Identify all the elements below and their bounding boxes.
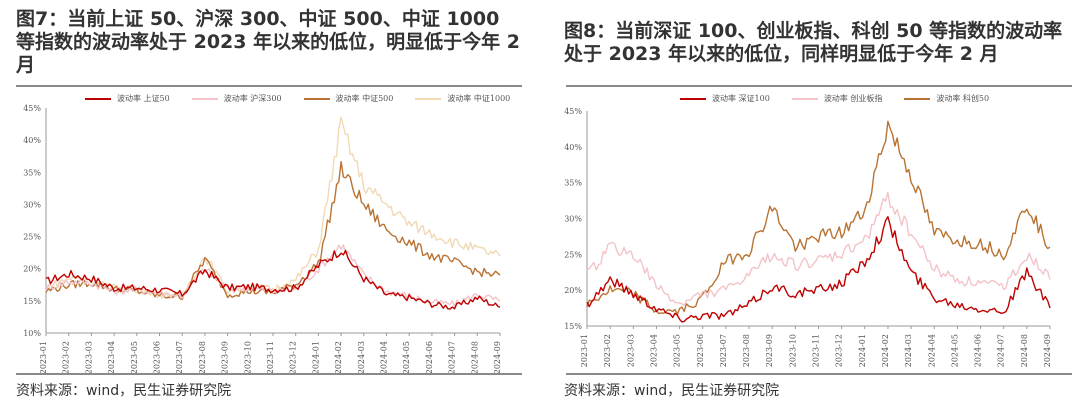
x-tick-label: 2024-02 xyxy=(881,334,890,367)
left-chart-legend: 波动率 上证50 波动率 沪深300 波动率 中证500 波动率 中证1000 xyxy=(85,93,532,104)
x-tick-label: 2023-02 xyxy=(603,334,612,367)
series-line xyxy=(45,116,501,299)
x-tick-label: 2024-05 xyxy=(402,341,411,374)
legend-swatch xyxy=(791,97,818,100)
left-chart-title: 图7：当前上证 50、沪深 300、中证 500、中证 1000 等指数的波动率… xyxy=(16,8,520,76)
x-tick-label: 2023-11 xyxy=(266,341,275,374)
x-tick-label: 2024-02 xyxy=(334,341,343,374)
y-tick-label: 40% xyxy=(564,143,582,152)
legend-swatch xyxy=(191,97,218,100)
right-source-divider xyxy=(566,373,1072,375)
x-tick-label: 2023-05 xyxy=(130,341,139,374)
x-tick-label: 2023-08 xyxy=(198,341,207,374)
y-tick-label: 20% xyxy=(564,286,582,295)
x-tick-label: 2023-01 xyxy=(580,334,589,367)
left-source-divider xyxy=(16,373,522,375)
y-tick-label: 35% xyxy=(564,179,582,188)
legend-label: 波动率 上证50 xyxy=(117,94,170,103)
legend-swatch xyxy=(904,97,931,100)
right-chart-panel: 图8：当前深证 100、创业板指、科创 50 等指数的波动率处于 2023 年以… xyxy=(550,0,1080,413)
x-tick-label: 2024-05 xyxy=(950,334,959,367)
y-tick-label: 25% xyxy=(23,233,41,242)
x-tick-label: 2023-02 xyxy=(62,341,71,374)
right-line-chart: 15% 20% 25% 30% 35% 40% 45% 2023-01 2023-02 2023-… xyxy=(564,107,1052,367)
x-tick-label: 2023-01 xyxy=(39,341,48,374)
x-tick-label: 2023-07 xyxy=(719,334,728,367)
legend-entry: 波动率 中证500 xyxy=(303,93,394,104)
legend-entry: 波动率 沪深300 xyxy=(191,93,282,104)
y-tick-label: 10% xyxy=(23,329,41,338)
x-tick-label: 2024-06 xyxy=(425,341,434,374)
x-tick-label: 2024-04 xyxy=(927,334,936,367)
legend-label: 波动率 中证500 xyxy=(335,94,394,103)
x-tick-label: 2023-10 xyxy=(243,341,252,374)
legend-entry: 波动率 科创50 xyxy=(904,93,989,104)
x-tick-label: 2023-03 xyxy=(84,341,93,374)
x-tick-label: 2023-07 xyxy=(175,341,184,374)
x-tick-label: 2024-01 xyxy=(858,334,867,367)
x-tick-label: 2023-03 xyxy=(626,334,635,367)
x-tick-label: 2024-07 xyxy=(997,334,1006,367)
legend-entry: 波动率 深证100 xyxy=(680,93,770,104)
x-tick-label: 2023-09 xyxy=(765,334,774,367)
x-tick-label: 2023-05 xyxy=(673,334,682,367)
legend-entry: 波动率 上证50 xyxy=(85,93,170,104)
right-chart-legend: 波动率 深证100 波动率 创业板指 波动率 科创50 xyxy=(680,93,1011,104)
legend-swatch xyxy=(415,97,442,100)
y-tick-label: 15% xyxy=(23,297,41,306)
legend-label: 波动率 中证1000 xyxy=(447,94,511,103)
x-tick-label: 2024-08 xyxy=(1020,334,1029,367)
legend-swatch xyxy=(303,97,330,100)
y-tick-label: 30% xyxy=(564,215,582,224)
x-tick-label: 2023-12 xyxy=(289,341,298,374)
y-tick-label: 40% xyxy=(23,136,41,145)
x-tick-label: 2023-12 xyxy=(835,334,844,367)
legend-entry: 波动率 创业板指 xyxy=(791,93,883,104)
x-tick-label: 2023-11 xyxy=(812,334,821,367)
x-tick-label: 2023-10 xyxy=(788,334,797,367)
x-tick-label: 2024-03 xyxy=(904,334,913,367)
left-title-divider xyxy=(16,85,522,87)
legend-label: 波动率 沪深300 xyxy=(223,94,282,103)
y-tick-label: 30% xyxy=(23,200,41,209)
y-tick-label: 25% xyxy=(564,250,582,259)
series-line xyxy=(586,216,1051,323)
x-tick-label: 2023-06 xyxy=(696,334,705,367)
left-chart-panel: 图7：当前上证 50、沪深 300、中证 500、中证 1000 等指数的波动率… xyxy=(0,0,530,413)
left-chart-source: 资料来源：wind，民生证券研究院 xyxy=(16,383,232,399)
x-tick-label: 2023-04 xyxy=(649,334,658,367)
legend-label: 波动率 深证100 xyxy=(712,94,770,103)
x-tick-label: 2024-06 xyxy=(974,334,983,367)
x-tick-label: 2024-09 xyxy=(493,341,502,374)
series-line xyxy=(45,249,501,310)
legend-swatch xyxy=(680,97,706,100)
series-line xyxy=(586,120,1051,316)
series-line xyxy=(586,191,1051,307)
y-tick-label: 45% xyxy=(23,104,41,113)
y-tick-label: 45% xyxy=(564,107,582,116)
x-tick-label: 2023-06 xyxy=(153,341,162,374)
x-tick-label: 2024-01 xyxy=(311,341,320,374)
x-tick-label: 2024-07 xyxy=(448,341,457,374)
right-chart-source: 资料来源：wind，民生证券研究院 xyxy=(564,383,780,399)
legend-entry: 波动率 中证1000 xyxy=(415,93,510,104)
y-tick-label: 35% xyxy=(23,168,41,177)
legend-swatch xyxy=(85,97,111,100)
x-tick-label: 2024-08 xyxy=(470,341,479,374)
x-tick-label: 2023-04 xyxy=(107,341,116,374)
y-tick-label: 15% xyxy=(564,322,582,331)
y-tick-label: 20% xyxy=(23,265,41,274)
x-tick-label: 2024-04 xyxy=(380,341,389,374)
x-tick-label: 2024-09 xyxy=(1043,334,1052,367)
legend-label: 波动率 科创50 xyxy=(936,94,990,103)
right-chart-title: 图8：当前深证 100、创业板指、科创 50 等指数的波动率处于 2023 年以… xyxy=(564,20,1063,65)
x-tick-label: 2024-03 xyxy=(357,341,366,374)
legend-label: 波动率 创业板指 xyxy=(823,94,883,103)
left-line-chart: 10% 15% 20% 25% 30% 35% 40% 45% 2023-01 2023-02 20… xyxy=(23,104,502,374)
series-line xyxy=(45,161,501,301)
x-tick-label: 2023-09 xyxy=(221,341,230,374)
x-tick-label: 2023-08 xyxy=(742,334,751,367)
right-title-divider xyxy=(566,85,1072,87)
